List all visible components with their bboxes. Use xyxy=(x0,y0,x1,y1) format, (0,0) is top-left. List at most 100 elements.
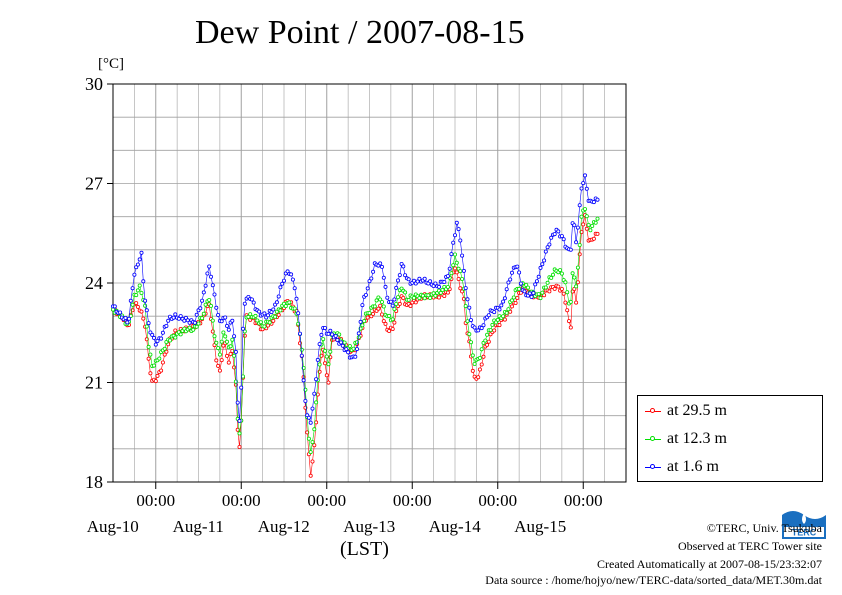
data-point xyxy=(335,337,340,342)
data-point xyxy=(207,297,212,302)
data-point xyxy=(159,368,164,373)
data-point xyxy=(312,391,317,396)
data-point xyxy=(394,285,399,290)
data-point xyxy=(397,301,402,306)
data-point xyxy=(456,227,461,232)
data-point xyxy=(294,296,299,301)
data-point xyxy=(208,303,213,308)
data-point xyxy=(527,291,532,296)
x-tick-label-time: 00:00 xyxy=(307,491,346,510)
data-point xyxy=(488,328,493,333)
data-point xyxy=(155,338,160,343)
data-point xyxy=(265,313,270,318)
data-point xyxy=(476,328,481,333)
data-point xyxy=(314,377,319,382)
x-tick-label-time: 00:00 xyxy=(393,491,432,510)
data-point xyxy=(194,324,199,329)
data-point xyxy=(200,316,205,321)
data-point xyxy=(458,269,463,274)
data-point xyxy=(221,330,226,335)
data-point xyxy=(162,352,167,357)
data-point xyxy=(549,235,554,240)
data-point xyxy=(144,324,149,329)
data-point xyxy=(574,284,579,289)
data-point xyxy=(297,331,302,336)
data-point xyxy=(166,318,171,323)
data-point xyxy=(280,281,285,286)
data-point xyxy=(141,279,146,284)
data-point xyxy=(192,320,197,325)
data-point xyxy=(257,309,262,314)
data-point xyxy=(422,276,427,281)
data-point xyxy=(342,340,347,345)
data-point xyxy=(148,352,153,357)
data-point xyxy=(274,300,279,305)
footer-copyright: ©TERC, Univ. Tsukuba xyxy=(706,521,822,535)
data-point xyxy=(226,360,231,365)
data-point xyxy=(406,297,411,302)
data-point xyxy=(337,332,342,337)
data-point xyxy=(139,290,144,295)
data-point xyxy=(502,317,507,322)
data-point xyxy=(269,310,274,315)
data-point xyxy=(565,308,570,313)
data-point xyxy=(584,214,589,219)
data-point xyxy=(210,318,215,323)
data-point xyxy=(237,418,242,423)
data-point xyxy=(326,380,331,385)
data-point xyxy=(360,303,365,308)
data-point xyxy=(344,347,349,352)
data-point xyxy=(239,385,244,390)
data-point xyxy=(317,342,322,347)
data-point xyxy=(292,306,297,311)
data-point xyxy=(504,310,509,315)
data-point xyxy=(322,348,327,353)
data-point xyxy=(501,299,506,304)
data-point xyxy=(552,232,557,237)
data-point xyxy=(390,303,395,308)
data-point xyxy=(371,311,376,316)
data-point xyxy=(123,315,128,320)
data-point xyxy=(572,223,577,228)
data-point xyxy=(583,173,588,178)
data-point xyxy=(372,304,377,309)
data-point xyxy=(376,306,381,311)
data-point xyxy=(358,319,363,324)
data-point xyxy=(160,360,165,365)
data-point xyxy=(219,319,224,324)
data-point xyxy=(490,322,495,327)
data-point xyxy=(200,298,205,303)
data-point xyxy=(328,349,333,354)
data-point xyxy=(495,317,500,322)
chart-legend: at 29.5 m at 12.3 m at 1.6 m xyxy=(637,395,823,482)
data-point xyxy=(381,275,386,280)
data-point xyxy=(224,353,229,358)
data-point xyxy=(321,337,326,342)
data-point xyxy=(130,286,135,291)
data-point xyxy=(517,270,522,275)
data-point xyxy=(134,301,139,306)
data-point xyxy=(522,289,527,294)
data-point xyxy=(545,280,550,285)
data-point xyxy=(509,270,514,275)
data-point xyxy=(567,319,572,324)
data-point xyxy=(305,430,310,435)
data-point xyxy=(150,332,155,337)
data-point xyxy=(317,362,322,367)
legend-label: at 1.6 m xyxy=(667,458,719,475)
data-point xyxy=(134,293,139,298)
y-tick-label: 30 xyxy=(85,74,103,94)
data-point xyxy=(310,406,315,411)
data-point xyxy=(381,319,386,324)
data-point xyxy=(460,276,465,281)
data-point xyxy=(570,271,575,276)
data-point xyxy=(216,363,221,368)
data-point xyxy=(203,302,208,307)
data-point xyxy=(595,197,600,202)
data-point xyxy=(463,286,468,291)
data-point xyxy=(125,320,130,325)
data-point xyxy=(237,431,242,436)
data-point xyxy=(171,315,176,320)
data-point xyxy=(506,307,511,312)
data-point xyxy=(378,261,383,266)
